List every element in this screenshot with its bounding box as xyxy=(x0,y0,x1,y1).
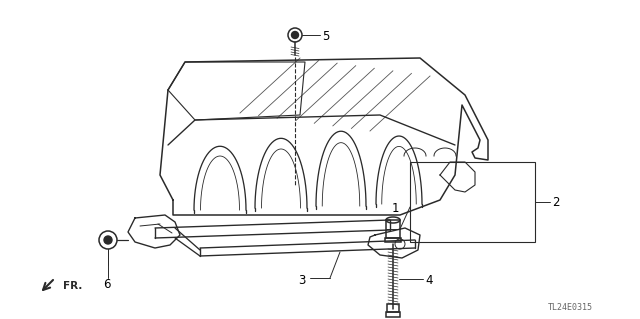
Circle shape xyxy=(291,32,298,39)
Text: 4: 4 xyxy=(425,273,433,286)
Text: 6: 6 xyxy=(103,278,111,292)
Text: 2: 2 xyxy=(552,197,559,210)
Text: 3: 3 xyxy=(298,273,305,286)
Text: 5: 5 xyxy=(322,29,330,42)
Circle shape xyxy=(104,236,112,244)
Bar xyxy=(386,220,400,238)
Text: FR.: FR. xyxy=(63,281,83,291)
Bar xyxy=(410,162,535,242)
Bar xyxy=(386,312,400,317)
Bar xyxy=(387,304,399,312)
Text: TL24E0315: TL24E0315 xyxy=(547,303,593,313)
Bar xyxy=(385,238,401,242)
Text: 1: 1 xyxy=(392,202,399,214)
